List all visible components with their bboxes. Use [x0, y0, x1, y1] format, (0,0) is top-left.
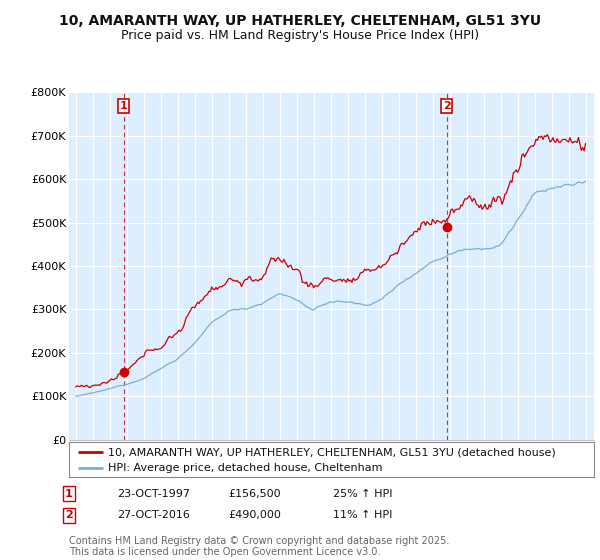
Text: 10, AMARANTH WAY, UP HATHERLEY, CHELTENHAM, GL51 3YU (detached house): 10, AMARANTH WAY, UP HATHERLEY, CHELTENH…: [109, 447, 556, 457]
Text: £490,000: £490,000: [228, 510, 281, 520]
Text: 10, AMARANTH WAY, UP HATHERLEY, CHELTENHAM, GL51 3YU: 10, AMARANTH WAY, UP HATHERLEY, CHELTENH…: [59, 14, 541, 28]
Text: 1: 1: [119, 101, 127, 111]
Text: 2: 2: [443, 101, 451, 111]
Text: £156,500: £156,500: [228, 489, 281, 499]
Text: 23-OCT-1997: 23-OCT-1997: [117, 489, 190, 499]
Text: 27-OCT-2016: 27-OCT-2016: [117, 510, 190, 520]
Text: 1: 1: [65, 489, 73, 499]
Text: 11% ↑ HPI: 11% ↑ HPI: [333, 510, 392, 520]
Text: HPI: Average price, detached house, Cheltenham: HPI: Average price, detached house, Chel…: [109, 464, 383, 473]
Text: Price paid vs. HM Land Registry's House Price Index (HPI): Price paid vs. HM Land Registry's House …: [121, 29, 479, 42]
Text: 2: 2: [65, 510, 73, 520]
Text: Contains HM Land Registry data © Crown copyright and database right 2025.
This d: Contains HM Land Registry data © Crown c…: [69, 535, 449, 557]
Text: 25% ↑ HPI: 25% ↑ HPI: [333, 489, 392, 499]
